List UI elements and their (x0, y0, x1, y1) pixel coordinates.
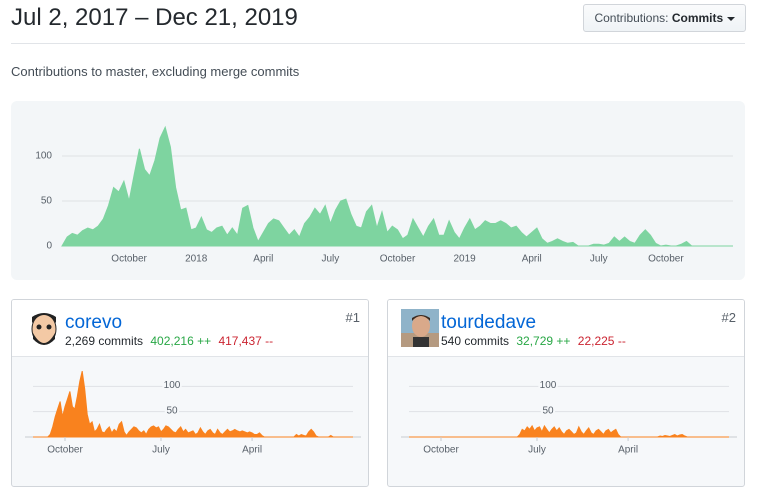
card-header: tourdedave 540 commits 32,729 ++ 22,225 … (388, 300, 744, 357)
caret (726, 17, 735, 21)
contributor-card: tourdedave 540 commits 32,729 ++ 22,225 … (387, 299, 745, 487)
avatar[interactable] (25, 309, 63, 347)
contributor-card: corevo 2,269 commits 402,216 ++ 417,437 … (11, 299, 369, 487)
contributor-chart: 50 100 October July April (401, 378, 737, 456)
x-tick-label: October (47, 445, 83, 456)
contributor-stats: 2,269 commits 402,216 ++ 417,437 -- (65, 334, 273, 348)
y-tick-label: 50 (41, 196, 53, 207)
date-range-title: Jul 2, 2017 – Dec 21, 2019 (11, 4, 298, 31)
card-header: corevo 2,269 commits 402,216 ++ 417,437 … (12, 300, 368, 357)
contributor-name[interactable]: tourdedave (441, 312, 537, 333)
contributor-chart: 50 100 October July April (25, 370, 361, 456)
avatar[interactable] (401, 309, 439, 347)
deletions: 417,437 -- (218, 334, 274, 348)
contributor-stats: 540 commits 32,729 ++ 22,225 -- (441, 334, 626, 348)
x-tick-label: April (618, 445, 638, 456)
area (61, 125, 733, 247)
rank: #2 (721, 310, 736, 325)
divider (11, 43, 745, 44)
x-tick-label: October (648, 254, 684, 265)
dropdown-label: Contributions: (594, 11, 669, 25)
rank: #1 (345, 310, 360, 325)
x-tick-label: July (590, 254, 608, 265)
commit-count: 540 commits (441, 334, 510, 348)
y-tick-label: 0 (46, 241, 52, 252)
x-tick-label: April (253, 254, 273, 265)
y-tick-label: 100 (540, 380, 557, 391)
x-tick-label: October (380, 254, 416, 265)
contributions-dropdown[interactable]: Contributions: Commits (583, 4, 746, 32)
additions: 32,729 ++ (516, 334, 571, 348)
main-chart: 0 50 100 October 2018 April July October 2019 Apr… (11, 101, 745, 280)
x-tick-label: October (423, 445, 459, 456)
x-tick-label: July (528, 445, 546, 456)
area (33, 370, 353, 438)
y-tick-label: 100 (164, 380, 181, 391)
dropdown-value: Commits (671, 11, 724, 25)
x-tick-label: April (242, 445, 262, 456)
deletions: 22,225 -- (577, 334, 626, 348)
x-tick-label: 2018 (185, 254, 208, 265)
additions: 402,216 ++ (150, 334, 212, 348)
contributor-name[interactable]: corevo (65, 312, 123, 333)
subtitle: Contributions to master, excluding merge… (11, 64, 300, 79)
x-tick-label: 2019 (453, 254, 476, 265)
commit-count: 2,269 commits (65, 334, 144, 348)
y-tick-label: 100 (35, 151, 52, 162)
x-tick-label: October (111, 254, 147, 265)
area (409, 424, 729, 438)
y-tick-label: 50 (166, 405, 178, 416)
x-tick-label: April (522, 254, 542, 265)
y-tick-label: 50 (542, 405, 554, 416)
x-tick-label: July (322, 254, 340, 265)
x-tick-label: July (152, 445, 170, 456)
